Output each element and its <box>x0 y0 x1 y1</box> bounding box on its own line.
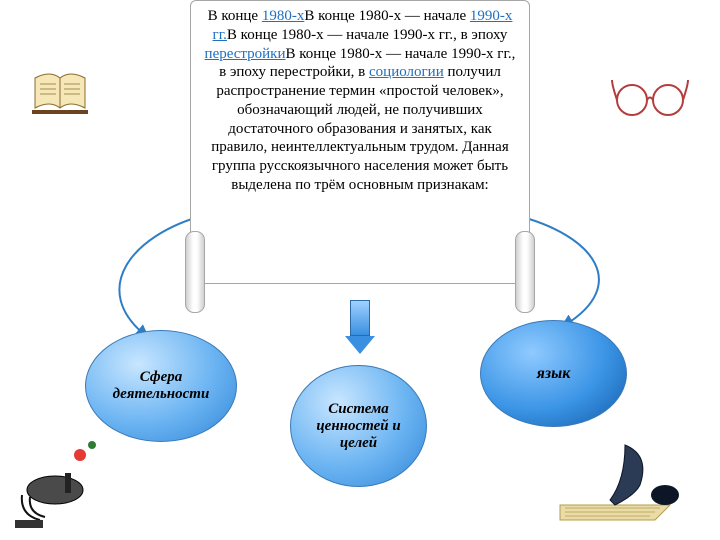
bubble-language: язык <box>480 320 627 427</box>
scroll-roll-right <box>515 231 535 313</box>
bubble-sphere-activity: Сфера деятельности <box>85 330 237 442</box>
scroll-text-fragment: получил распространение термин «простой … <box>211 64 509 193</box>
stage: В конце 1980-х В конце 1980-х — начале 19… <box>0 0 720 540</box>
scroll-panel: В конце 1980-х В конце 1980-х — начале 19… <box>190 0 530 284</box>
hyperlink[interactable]: перестройки <box>205 46 286 62</box>
scroll-text-fragment: В конце <box>208 8 262 24</box>
down-arrow-shaft <box>350 300 370 336</box>
scroll-text: В конце 1980-х В конце 1980-х — начале 19… <box>205 8 516 193</box>
scroll-text-fragment: В конце 1980-х — начале 1990-х гг., в эп… <box>227 27 508 43</box>
glasses-icon <box>610 75 690 120</box>
down-arrow-head <box>345 336 375 354</box>
bubble-label: язык <box>531 359 577 389</box>
book-icon <box>30 70 90 115</box>
scroll-text-fragment: В конце 1980-х — начале <box>304 8 470 24</box>
bubble-value-system: Система ценностей и целей <box>290 365 427 487</box>
scroll-body: В конце 1980-х В конце 1980-х — начале 19… <box>190 0 530 284</box>
satellite-icon <box>10 435 105 530</box>
scroll-roll-left <box>185 231 205 313</box>
down-arrow <box>345 300 375 360</box>
bubble-label: Сфера деятельности <box>86 363 236 409</box>
quill-icon <box>555 440 685 530</box>
hyperlink[interactable]: социологии <box>369 64 444 80</box>
bubble-label: Система ценностей и целей <box>291 395 426 458</box>
hyperlink[interactable]: 1980-х <box>262 8 305 24</box>
